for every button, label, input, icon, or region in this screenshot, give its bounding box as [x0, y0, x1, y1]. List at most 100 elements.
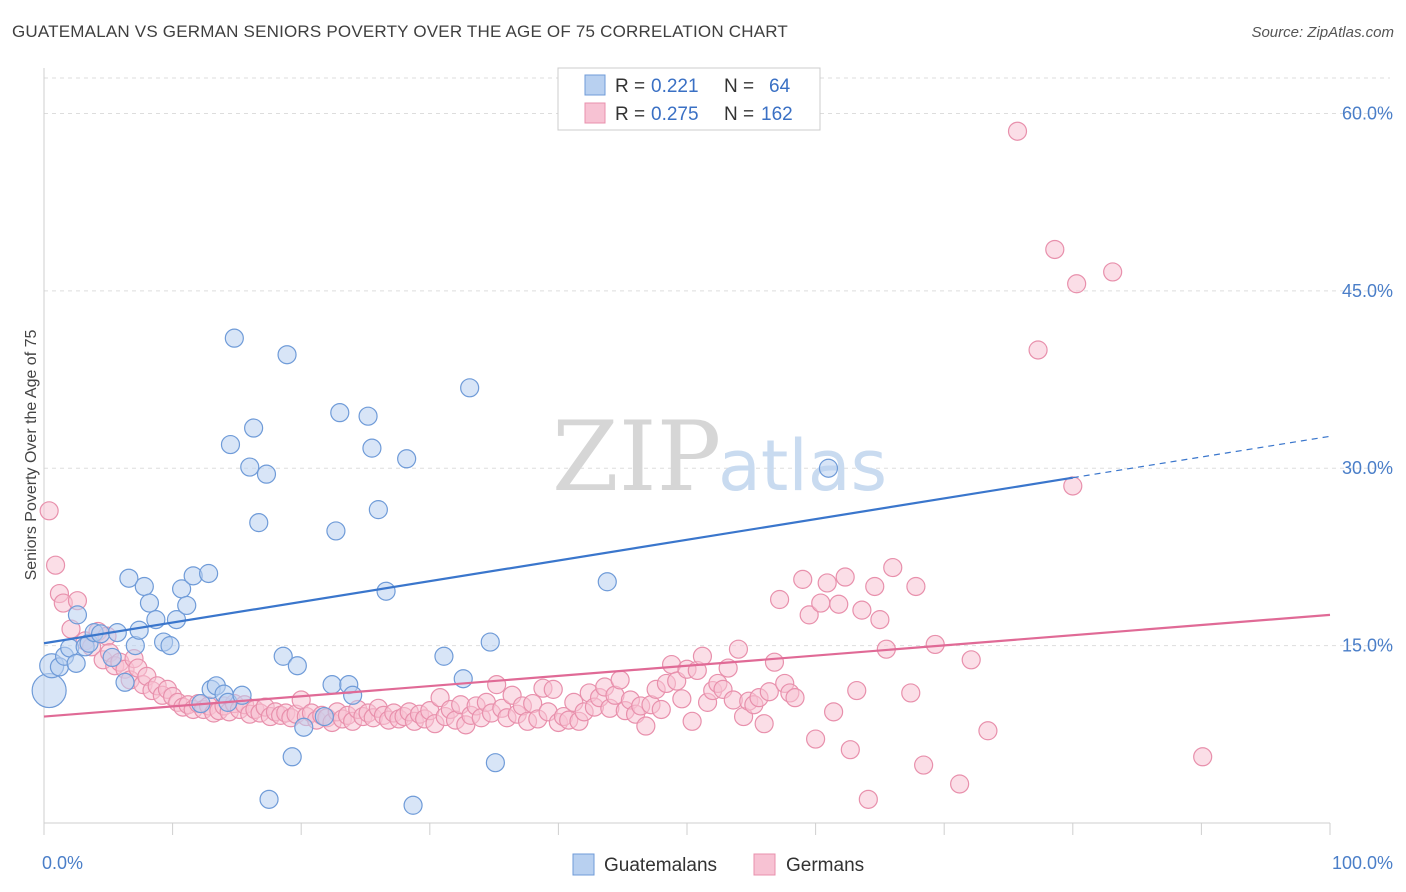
watermark-zip: ZIP: [552, 401, 721, 513]
german-point: [950, 774, 970, 794]
guatemalan-point: [199, 563, 219, 584]
guatemalan-point: [403, 795, 423, 815]
legend-n-value-1: 64: [769, 76, 791, 97]
german-point: [1193, 747, 1213, 767]
legend-swatch-germans: [584, 102, 606, 124]
german-point: [1063, 476, 1083, 496]
guatemalan-point: [597, 572, 617, 592]
german-point: [764, 652, 785, 672]
german-point: [610, 670, 630, 690]
german-point: [785, 688, 805, 708]
guatemalan-point: [259, 789, 279, 809]
guatemalan-point: [115, 672, 135, 692]
x-tick-label-max: 100.0%: [1332, 853, 1393, 873]
legend-n-label-1: N =: [724, 76, 754, 97]
german-point: [1067, 274, 1087, 294]
guatemalan-point: [31, 672, 67, 709]
guatemalans-trend-line: [43, 476, 1073, 645]
guatemalan-point: [66, 653, 86, 673]
german-point: [914, 755, 934, 775]
german-point: [835, 567, 855, 587]
y-tick-label: 60.0%: [1342, 103, 1393, 123]
guatemalan-point: [460, 378, 480, 398]
german-point: [829, 594, 849, 614]
stats-legend: R = 0.221 N = 64 R = 0.275 N = 162: [557, 67, 821, 131]
guatemalan-point: [282, 747, 302, 767]
german-point: [799, 605, 819, 625]
german-point: [858, 789, 878, 809]
legend-n-value-2: 162: [761, 104, 793, 125]
german-point: [682, 711, 702, 731]
german-point: [852, 600, 872, 620]
guatemalan-point: [376, 581, 396, 601]
german-point: [870, 610, 890, 630]
german-point: [759, 682, 779, 702]
german-point: [39, 501, 59, 521]
y-tick-label: 30.0%: [1342, 458, 1393, 478]
guatemalan-point: [362, 438, 382, 458]
german-point: [672, 689, 692, 709]
guatemalan-point: [480, 632, 500, 652]
german-point: [487, 675, 507, 695]
guatemalan-point: [119, 568, 139, 588]
grid-lines: [44, 77, 1390, 647]
guatemalan-point: [244, 418, 264, 438]
source-credit: Source: ZipAtlas.com: [1251, 24, 1394, 41]
german-point: [692, 646, 713, 666]
german-point: [978, 721, 998, 741]
german-point: [769, 589, 790, 610]
german-point: [847, 680, 867, 701]
legend-r-label-2: R =: [615, 104, 645, 125]
bottom-legend-guatemalans: Guatemalans: [604, 855, 717, 876]
german-point: [651, 699, 671, 720]
y-axis-label: Seniors Poverty Over the Age of 75: [23, 330, 40, 581]
guatemalan-point: [256, 464, 277, 484]
watermark: ZIP atlas: [552, 401, 887, 513]
x-tick-label-min: 0.0%: [42, 853, 83, 873]
bottom-legend: Guatemalans Germans: [572, 853, 864, 876]
guatemalan-point: [453, 669, 473, 689]
german-point: [754, 714, 774, 734]
guatemalan-point: [249, 513, 269, 533]
guatemalan-point: [220, 434, 241, 455]
germans-trend-line: [43, 613, 1331, 718]
german-point: [1045, 239, 1065, 260]
x-tick-labels: 0.0% 100.0%: [42, 853, 1393, 873]
guatemalan-point: [67, 605, 88, 625]
guatemalan-point: [326, 521, 346, 541]
german-point: [45, 555, 66, 575]
guatemalan-point: [177, 595, 197, 616]
guatemalans-points: [31, 328, 839, 815]
guatemalan-point: [102, 647, 122, 668]
y-tick-labels: 15.0% 30.0% 45.0% 60.0%: [1342, 103, 1393, 655]
watermark-atlas: atlas: [718, 425, 887, 507]
guatemalan-point: [129, 620, 149, 640]
german-point: [793, 569, 813, 589]
german-point: [1103, 262, 1123, 282]
guatemalan-point: [294, 717, 314, 737]
y-tick-label: 15.0%: [1342, 636, 1393, 656]
trend-lines: [43, 435, 1331, 718]
legend-swatch-guatemalans: [584, 74, 606, 96]
guatemalan-point: [322, 675, 342, 695]
guatemalan-point: [277, 345, 297, 365]
german-point: [925, 634, 945, 655]
german-point: [636, 716, 656, 736]
guatemalan-point: [160, 636, 180, 656]
german-point: [961, 650, 981, 670]
german-point: [1028, 340, 1048, 360]
y-tick-label: 45.0%: [1342, 281, 1393, 301]
guatemalan-point: [330, 403, 350, 423]
german-point: [901, 683, 921, 703]
bottom-legend-germans: Germans: [786, 855, 864, 876]
guatemalan-point: [139, 593, 160, 613]
german-point: [817, 573, 837, 593]
guatemalan-point: [818, 458, 839, 478]
german-point: [865, 576, 885, 597]
german-point: [811, 593, 831, 613]
guatemalan-point: [314, 706, 334, 727]
guatemalan-point: [134, 576, 154, 597]
guatemalan-point: [485, 753, 505, 773]
guatemalans-trend-extension: [1072, 435, 1331, 479]
